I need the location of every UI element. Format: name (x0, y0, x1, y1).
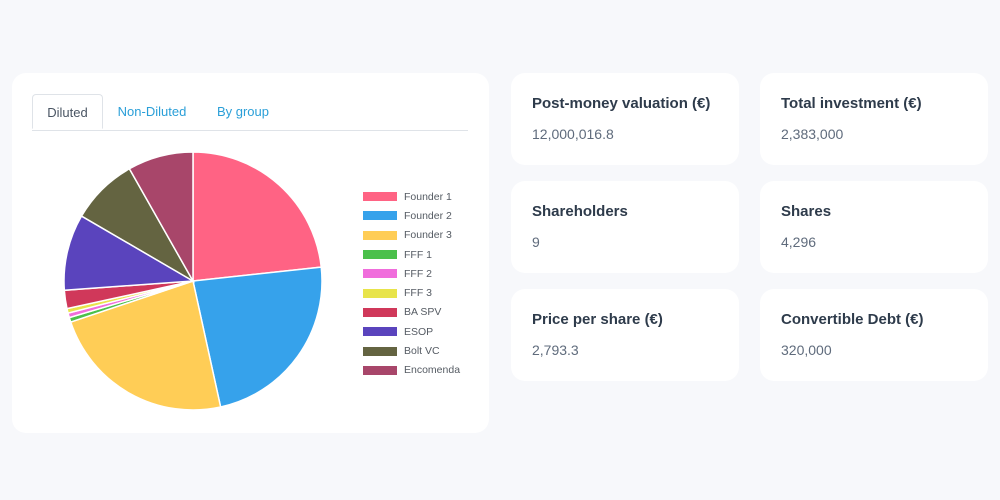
shareholders-card: Shareholders 9 (511, 181, 739, 273)
pie-slice-founder-2[interactable] (192, 266, 323, 408)
legend-swatch (363, 288, 397, 298)
legend-swatch (363, 230, 397, 240)
legend-label: BA SPV (404, 306, 442, 319)
legend-item-founder-1[interactable]: Founder 1 (363, 187, 483, 206)
legend-label: FFF 1 (404, 248, 432, 261)
stat-title: Price per share (€) (532, 311, 663, 328)
legend-item-ba-spv[interactable]: BA SPV (363, 303, 483, 322)
post-money-valuation-card: Post-money valuation (€) 12,000,016.8 (511, 73, 739, 165)
stat-title: Shares (781, 203, 832, 220)
chart-tabs: Diluted Non-Diluted By group (32, 94, 468, 131)
price-per-share-card: Price per share (€) 2,793.3 (511, 289, 739, 381)
legend-label: ESOP (404, 325, 434, 338)
legend-item-fff-2[interactable]: FFF 2 (363, 264, 483, 283)
legend-label: Founder 1 (404, 190, 452, 203)
legend-swatch (363, 211, 397, 221)
legend-label: FFF 2 (404, 267, 432, 280)
stat-value: 2,383,000 (781, 126, 844, 142)
stat-value: 4,296 (781, 234, 817, 250)
pie-slice-founder-3[interactable] (69, 280, 222, 411)
legend-swatch (363, 327, 397, 337)
stat-title: Convertible Debt (€) (781, 311, 924, 328)
tab-by-group[interactable]: By group (216, 104, 270, 119)
legend-item-esop[interactable]: ESOP (363, 322, 483, 341)
shares-card: Shares 4,296 (760, 181, 988, 273)
pie-slice-encomenda[interactable] (128, 151, 194, 284)
tab-diluted[interactable]: Diluted (32, 94, 103, 129)
stat-value: 12,000,016.8 (532, 126, 614, 142)
legend-item-bolt-vc[interactable]: Bolt VC (363, 341, 483, 360)
legend-item-founder-2[interactable]: Founder 2 (363, 206, 483, 225)
legend-swatch (363, 365, 397, 375)
legend-item-encomenda[interactable]: Encomenda (363, 361, 483, 380)
stat-title: Post-money valuation (€) (532, 95, 711, 112)
legend-label: Encomenda (404, 364, 461, 377)
legend-item-fff-1[interactable]: FFF 1 (363, 245, 483, 264)
legend-swatch (363, 250, 397, 260)
cap-table-chart-card: Diluted Non-Diluted By group Founder 1 F… (12, 73, 489, 433)
tab-non-diluted[interactable]: Non-Diluted (117, 104, 187, 119)
pie-slice-esop[interactable] (63, 215, 196, 292)
chart-legend: Founder 1 Founder 2 Founder 3 FFF 1 FFF … (363, 187, 483, 380)
stat-value: 320,000 (781, 342, 832, 358)
legend-swatch (363, 192, 397, 202)
legend-label: Founder 3 (404, 229, 452, 242)
legend-item-fff-3[interactable]: FFF 3 (363, 283, 483, 302)
legend-swatch (363, 269, 397, 279)
legend-swatch (363, 346, 397, 356)
stat-value: 2,793.3 (532, 342, 579, 358)
legend-label: FFF 3 (404, 287, 432, 300)
legend-label: Founder 2 (404, 209, 452, 222)
stat-title: Shareholders (532, 203, 628, 220)
stat-title: Total investment (€) (781, 95, 922, 112)
ownership-pie-chart (63, 151, 323, 411)
stat-value: 9 (532, 234, 540, 250)
legend-item-founder-3[interactable]: Founder 3 (363, 226, 483, 245)
total-investment-card: Total investment (€) 2,383,000 (760, 73, 988, 165)
legend-swatch (363, 307, 397, 317)
pie-slice-founder-1[interactable] (192, 151, 323, 282)
legend-label: Bolt VC (404, 345, 440, 358)
convertible-debt-card: Convertible Debt (€) 320,000 (760, 289, 988, 381)
